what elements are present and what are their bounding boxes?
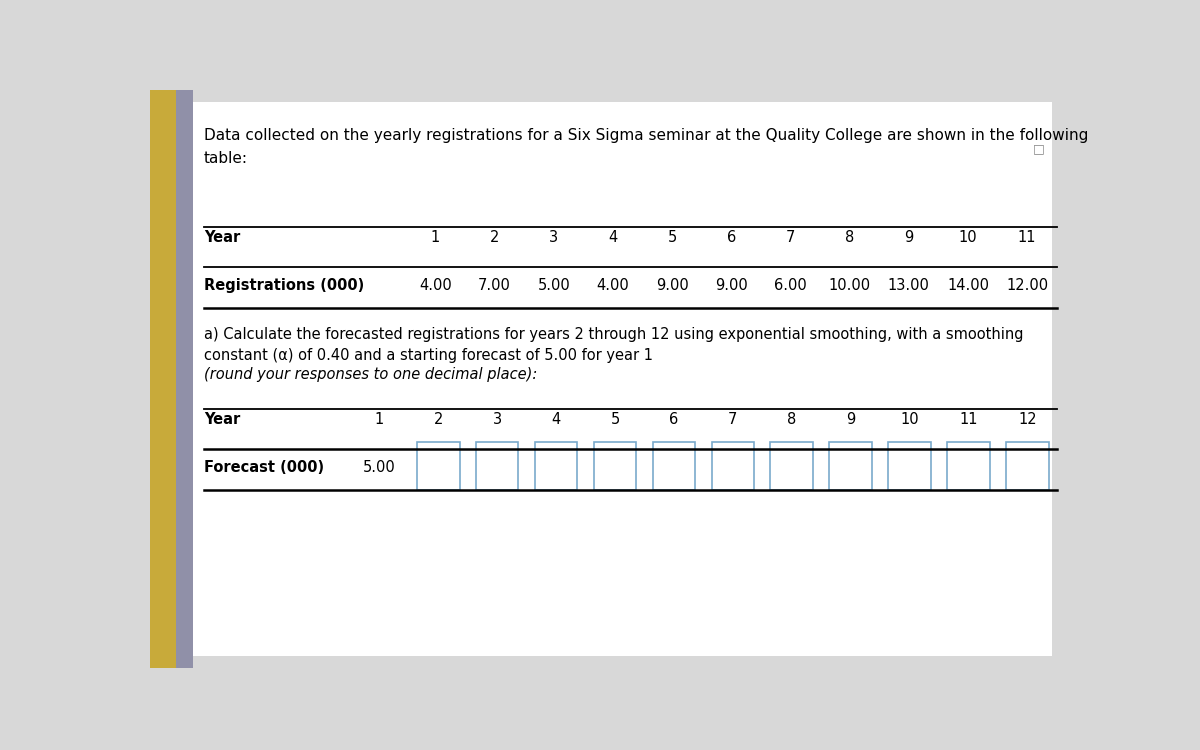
FancyBboxPatch shape	[653, 442, 695, 490]
Text: 2: 2	[490, 230, 499, 244]
FancyBboxPatch shape	[947, 442, 990, 490]
Text: 8: 8	[787, 412, 797, 427]
Text: 14.00: 14.00	[947, 278, 989, 293]
FancyBboxPatch shape	[1006, 442, 1049, 490]
Text: 10.00: 10.00	[828, 278, 871, 293]
Text: 4: 4	[552, 412, 560, 427]
Text: 9: 9	[904, 230, 913, 244]
Text: 1: 1	[431, 230, 440, 244]
Text: a) Calculate the forecasted registrations for years 2 through 12 using exponenti: a) Calculate the forecasted registration…	[204, 327, 1024, 363]
Text: 4: 4	[608, 230, 618, 244]
FancyBboxPatch shape	[476, 442, 518, 490]
Text: 10: 10	[900, 412, 919, 427]
Text: 11: 11	[959, 412, 978, 427]
Text: 6.00: 6.00	[774, 278, 806, 293]
FancyBboxPatch shape	[770, 442, 812, 490]
Text: 4.00: 4.00	[419, 278, 451, 293]
Text: 5.00: 5.00	[538, 278, 570, 293]
FancyBboxPatch shape	[829, 442, 872, 490]
Text: Data collected on the yearly registrations for a Six Sigma seminar at the Qualit: Data collected on the yearly registratio…	[204, 128, 1088, 142]
Text: 7: 7	[728, 412, 738, 427]
Text: 7.00: 7.00	[478, 278, 511, 293]
Text: 12: 12	[1018, 412, 1037, 427]
Text: 6: 6	[727, 230, 736, 244]
Text: 9.00: 9.00	[715, 278, 748, 293]
Text: 13.00: 13.00	[888, 278, 930, 293]
FancyBboxPatch shape	[178, 101, 1052, 656]
Text: 5: 5	[611, 412, 619, 427]
Text: (round your responses to one decimal place):: (round your responses to one decimal pla…	[204, 368, 538, 382]
FancyBboxPatch shape	[712, 442, 754, 490]
Text: 9: 9	[846, 412, 856, 427]
Text: 5: 5	[667, 230, 677, 244]
FancyBboxPatch shape	[150, 90, 176, 668]
Text: 8: 8	[845, 230, 854, 244]
Text: 4.00: 4.00	[596, 278, 629, 293]
Text: Registrations (000): Registrations (000)	[204, 278, 364, 293]
FancyBboxPatch shape	[888, 442, 931, 490]
Text: 2: 2	[433, 412, 443, 427]
FancyBboxPatch shape	[418, 442, 460, 490]
Text: 1: 1	[374, 412, 384, 427]
Text: □: □	[1033, 142, 1045, 155]
Text: 5.00: 5.00	[364, 460, 396, 476]
FancyBboxPatch shape	[594, 442, 636, 490]
Text: Year: Year	[204, 230, 240, 244]
Text: 6: 6	[670, 412, 678, 427]
FancyBboxPatch shape	[176, 90, 193, 668]
Text: 9.00: 9.00	[655, 278, 689, 293]
Text: 10: 10	[959, 230, 977, 244]
Text: 3: 3	[550, 230, 558, 244]
Text: 7: 7	[786, 230, 796, 244]
Text: Year: Year	[204, 412, 240, 427]
Text: 11: 11	[1018, 230, 1037, 244]
Text: 3: 3	[493, 412, 502, 427]
Text: 12.00: 12.00	[1006, 278, 1049, 293]
FancyBboxPatch shape	[535, 442, 577, 490]
Text: table:: table:	[204, 151, 248, 166]
Text: Forecast (000): Forecast (000)	[204, 460, 324, 476]
